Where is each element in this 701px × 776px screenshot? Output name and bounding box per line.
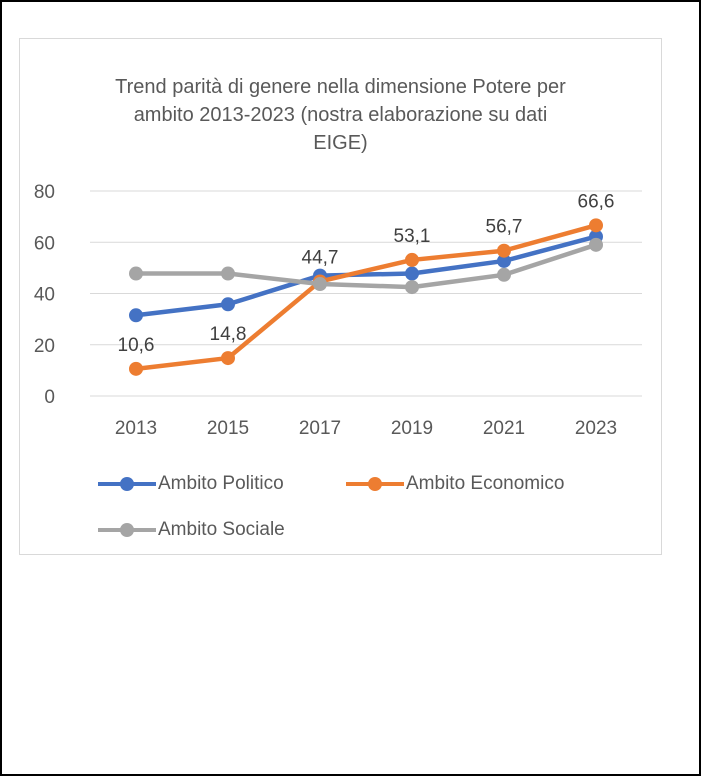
data-point-ambito-economico-2015	[221, 351, 235, 366]
data-label-ambito-economico-2017: 44,7	[302, 247, 339, 268]
legend-item-ambito-economico: Ambito Economico	[346, 473, 564, 495]
legend-swatch-ambito-economico	[346, 477, 404, 491]
legend-label-ambito-economico: Ambito Economico	[406, 473, 565, 494]
y-tick-label-60: 60	[34, 233, 55, 254]
legend-item-ambito-sociale: Ambito Sociale	[98, 519, 285, 541]
x-tick-label-2013: 2013	[115, 418, 157, 439]
data-point-ambito-economico-2021	[497, 243, 511, 258]
data-label-ambito-economico-2019: 53,1	[394, 226, 431, 247]
data-point-ambito-economico-2019	[405, 252, 419, 267]
x-tick-label-2019: 2019	[391, 418, 433, 439]
x-tick-label-2015: 2015	[207, 418, 249, 439]
chart-title-line-3: EIGE)	[313, 132, 368, 154]
data-point-ambito-politico-2021	[497, 253, 511, 268]
data-label-ambito-economico-2023: 66,6	[578, 191, 615, 212]
data-label-ambito-economico-2021: 56,7	[486, 217, 523, 238]
y-tick-label-80: 80	[34, 182, 55, 203]
chart-title: Trend parità di genere nella dimensione …	[20, 73, 661, 157]
chart-area: Trend parità di genere nella dimensione …	[19, 38, 662, 555]
x-tick-label-2021: 2021	[483, 418, 525, 439]
data-point-ambito-sociale-2017	[313, 277, 327, 292]
data-point-ambito-sociale-2013	[129, 266, 143, 281]
data-point-ambito-economico-2023	[589, 218, 603, 233]
series-line-ambito-sociale	[136, 242, 597, 290]
data-label-ambito-economico-2013: 10,6	[118, 335, 155, 356]
legend-label-ambito-sociale: Ambito Sociale	[158, 519, 285, 540]
data-point-ambito-politico-2013	[129, 308, 143, 323]
legend-swatch-ambito-sociale	[98, 523, 156, 537]
x-tick-label-2023: 2023	[575, 418, 617, 439]
data-point-ambito-politico-2015	[221, 297, 235, 312]
series-line-ambito-economico	[135, 223, 597, 372]
legend-label-ambito-politico: Ambito Politico	[158, 473, 284, 494]
y-tick-label-40: 40	[34, 285, 55, 306]
y-tick-label-0: 0	[44, 387, 55, 408]
data-point-ambito-sociale-2019	[405, 280, 419, 295]
y-tick-label-20: 20	[34, 336, 55, 357]
legend: Ambito Politico Ambito Economico Ambito …	[20, 467, 661, 547]
x-tick-label-2017: 2017	[299, 418, 341, 439]
series-line-ambito-politico	[135, 234, 597, 318]
legend-item-ambito-politico: Ambito Politico	[98, 473, 284, 495]
chart-title-line-1: Trend parità di genere nella dimensione …	[115, 76, 566, 98]
data-point-ambito-economico-2013	[129, 361, 143, 376]
legend-swatch-ambito-politico	[98, 477, 156, 491]
data-point-ambito-politico-2019	[405, 266, 419, 281]
data-point-ambito-sociale-2015	[221, 266, 235, 281]
plot-area: 0 20 40 60 80 2013 2015 2017 2019 2021 2023 10,6 14,…	[34, 182, 642, 439]
data-point-ambito-sociale-2021	[497, 267, 511, 282]
data-point-ambito-sociale-2023	[589, 237, 603, 252]
chart-title-line-2: ambito 2013-2023 (nostra elaborazione su…	[133, 104, 548, 126]
data-label-ambito-economico-2015: 14,8	[210, 324, 247, 345]
